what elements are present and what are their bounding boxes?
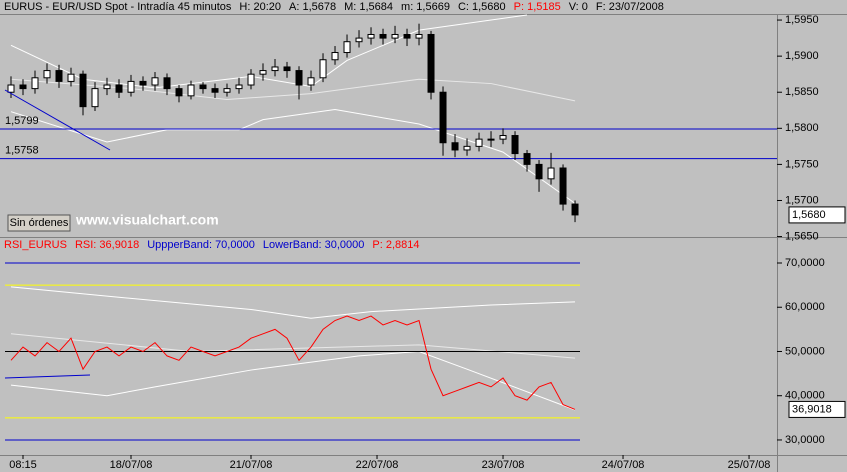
header-text: F: 23/07/2008 <box>596 1 664 13</box>
y-tick-label: 1,5950 <box>785 14 819 26</box>
price-level-label: 1,5758 <box>5 145 39 157</box>
candle-body <box>379 33 387 39</box>
x-tick-label: 25/07/08 <box>728 459 771 471</box>
candle-body <box>7 84 15 93</box>
header-text: LowerBand: 30,0000 <box>263 239 365 251</box>
candle-body <box>67 73 75 82</box>
y-tick-label: 1,5800 <box>785 122 819 134</box>
x-tick-label: 23/07/08 <box>482 459 525 471</box>
candle-body <box>439 91 447 144</box>
y-tick-label: 1,5700 <box>785 194 819 206</box>
candle-body <box>55 70 63 82</box>
candle-body <box>91 88 99 108</box>
band-line <box>10 109 576 204</box>
last-value-label: 36,9018 <box>792 403 832 415</box>
candle-body <box>199 84 207 90</box>
orders-button[interactable] <box>7 214 71 232</box>
candle-body <box>115 84 123 93</box>
candle-body <box>295 70 303 86</box>
candle-body <box>571 203 579 216</box>
y-tick-label: 1,5650 <box>785 230 819 242</box>
candle-body <box>31 77 39 90</box>
x-tick-label: 24/07/08 <box>602 459 645 471</box>
header-text: H: 20:20 <box>239 1 281 13</box>
candle-body <box>319 59 327 79</box>
last-value-box <box>788 400 846 418</box>
candle-body <box>475 138 483 147</box>
candle-body <box>343 41 351 54</box>
trend-line <box>4 89 111 151</box>
candle-body <box>415 33 423 39</box>
header-text: RSI_EURUS <box>4 239 67 251</box>
candle-body <box>427 33 435 93</box>
last-value-label: 1,5680 <box>792 209 826 221</box>
candle-body <box>451 142 459 151</box>
y-tick-label: 70,0000 <box>785 257 825 269</box>
band-line <box>10 286 576 319</box>
candle-body <box>499 135 507 140</box>
candle-body <box>367 33 375 39</box>
candle-body <box>19 84 27 90</box>
candle-body <box>523 153 531 165</box>
y-tick-label: 1,5750 <box>785 158 819 170</box>
x-tick-label: 22/07/08 <box>356 459 399 471</box>
candle-body <box>511 135 519 155</box>
candle-body <box>331 52 339 61</box>
candle-body <box>139 80 147 86</box>
header-text: A: 1,5678 <box>289 1 336 13</box>
candle-body <box>43 70 51 79</box>
y-tick-label: 40,0000 <box>785 390 825 402</box>
candle-body <box>247 73 255 86</box>
header-text: RSI: 36,9018 <box>75 239 139 251</box>
candle-body <box>559 167 567 205</box>
orders-button-label[interactable]: Sin órdenes <box>10 217 69 229</box>
y-tick-label: 30,0000 <box>785 434 825 446</box>
candle-body <box>259 70 267 75</box>
band-line <box>10 350 576 411</box>
candle-body <box>307 77 315 86</box>
candle-body <box>487 138 495 141</box>
candle-body <box>271 66 279 72</box>
candle-body <box>127 80 135 93</box>
y-tick-label: 1,5850 <box>785 86 819 98</box>
x-tick-label: 18/07/08 <box>110 459 153 471</box>
x-tick-label: 21/07/08 <box>230 459 273 471</box>
candle-body <box>187 84 195 97</box>
candle-body <box>211 88 219 93</box>
y-tick-label: 60,0000 <box>785 301 825 313</box>
header-text: V: 0 <box>569 1 588 13</box>
watermark: www.visualchart.com <box>75 212 219 228</box>
header-text: P: 2,8814 <box>372 239 419 251</box>
candle-body <box>535 163 543 180</box>
candle-body <box>223 88 231 93</box>
candle-body <box>355 37 363 43</box>
candle-body <box>151 77 159 86</box>
candle-body <box>283 66 291 72</box>
header-text: M: 1,5684 <box>344 1 393 13</box>
price-level-label: 1,5799 <box>5 115 39 127</box>
last-value-box <box>788 206 846 224</box>
header-text: m: 1,5669 <box>401 1 450 13</box>
candle-body <box>175 88 183 97</box>
trend-line <box>4 374 91 379</box>
header-text: P: 1,5185 <box>514 1 561 13</box>
candle-body <box>463 145 471 151</box>
candle-body <box>163 77 171 90</box>
candle-body <box>391 33 399 39</box>
candle-body <box>235 84 243 90</box>
header-text: EURUS - EUR/USD Spot - Intradía 45 minut… <box>4 1 232 13</box>
header-text: C: 1,5680 <box>458 1 506 13</box>
candle-body <box>403 33 411 39</box>
rsi-line <box>10 315 576 410</box>
y-tick-label: 50,0000 <box>785 345 825 357</box>
header-text: UppperBand: 70,0000 <box>147 239 255 251</box>
x-tick-label: 08:15 <box>9 459 37 471</box>
y-tick-label: 1,5900 <box>785 50 819 62</box>
candle-body <box>79 73 87 108</box>
candle-body <box>103 84 111 90</box>
candle-body <box>547 167 555 180</box>
